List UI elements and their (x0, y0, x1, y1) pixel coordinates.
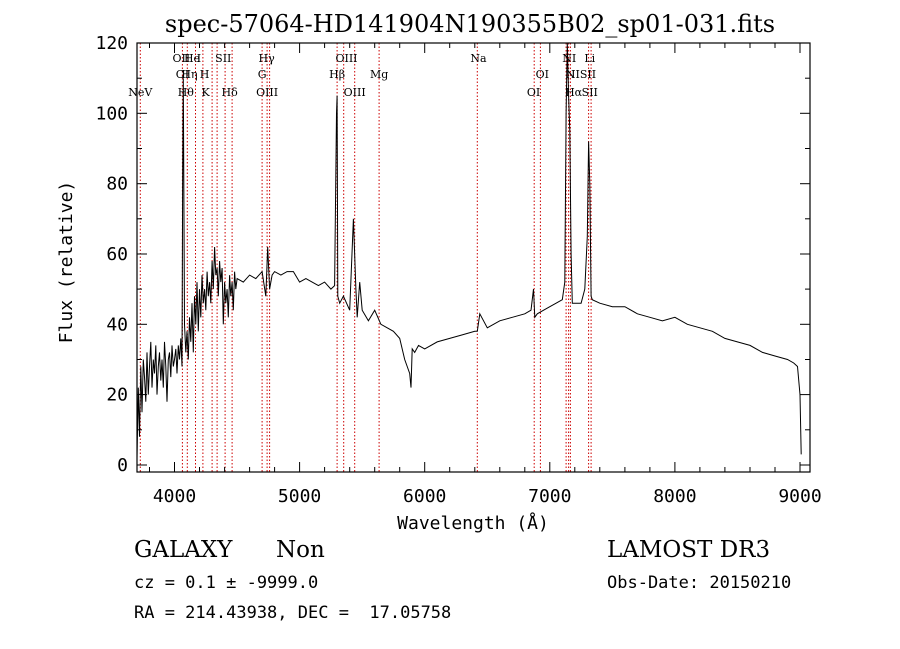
line-label-9: SII (215, 52, 231, 65)
line-label-17: Mg (370, 68, 388, 81)
spectrum-chart: spec-57064-HD141904N190355B02_sp01-031.f… (56, 10, 822, 534)
line-label-24: IISII (571, 68, 596, 81)
line-label-20: OI (527, 86, 540, 99)
y-tick-label: 40 (106, 314, 128, 335)
line-label-2: OI (176, 68, 189, 81)
y-tick-label: 0 (117, 455, 128, 476)
x-axis-label: Wavelength (Å) (397, 512, 549, 534)
y-tick-label: 80 (106, 174, 128, 195)
line-label-19: OI (536, 68, 549, 81)
line-label-16: OIII (344, 86, 366, 99)
y-axis-label: Flux (relative) (56, 181, 77, 344)
line-label-1: OII (173, 52, 191, 65)
line-label-7: H (200, 68, 210, 81)
spectrum-line (136, 42, 802, 458)
y-tick-label: 100 (95, 103, 128, 124)
line-label-21: NI (562, 52, 576, 65)
line-label-25: Hα (565, 86, 583, 99)
object-class: GALAXY (134, 537, 233, 563)
x-tick-label: 8000 (653, 486, 696, 507)
line-label-15: Hβ (329, 68, 345, 81)
line-label-14: OIII (335, 52, 357, 65)
survey-label: LAMOST DR3 (607, 537, 771, 563)
x-axis-ticks: 4000 5000 6000 7000 8000 9000 (149, 43, 822, 507)
line-label-6: I (197, 52, 201, 65)
x-tick-label: 9000 (778, 486, 821, 507)
line-label-11: Hγ (259, 52, 276, 65)
x-tick-label: 6000 (403, 486, 446, 507)
line-label-0: NeV (128, 86, 153, 99)
ra-dec-coordinates: RA = 214.43938, DEC = 17.05758 (134, 603, 452, 623)
y-tick-label: 120 (95, 33, 128, 54)
plot-frame (136, 42, 811, 473)
line-label-26: SII (582, 86, 598, 99)
y-axis-ticks: 0 20 40 60 80 100 120 (95, 33, 810, 476)
line-label-13: OIII (256, 86, 278, 99)
line-label-4: Hη (181, 68, 197, 81)
x-tick-label: 5000 (278, 486, 321, 507)
x-tick-label: 4000 (153, 486, 196, 507)
observation-date: Obs-Date: 20150210 (607, 573, 792, 593)
redshift-cz: cz = 0.1 ± -9999.0 (134, 573, 319, 593)
object-subclass: Non (276, 537, 325, 563)
chart-title: spec-57064-HD141904N190355B02_sp01-031.f… (165, 10, 775, 38)
line-label-23: N (566, 68, 576, 81)
line-label-12: G (258, 68, 267, 81)
line-label-8: K (201, 86, 210, 99)
line-label-18: Na (470, 52, 487, 65)
line-label-10: Hδ (221, 86, 238, 99)
line-label-5: Hθ (178, 86, 195, 99)
line-marker-labels: NeV OII OI He Hη Hθ IHK SII Hδ Hγ G OIII OIII Hβ OIII M… (128, 52, 598, 99)
x-tick-label: 7000 (528, 486, 571, 507)
emission-line-markers (139, 43, 592, 472)
line-label-22: Li (584, 52, 595, 65)
y-tick-label: 60 (106, 244, 128, 265)
y-tick-label: 20 (106, 385, 128, 406)
line-label-3: He (184, 52, 200, 65)
